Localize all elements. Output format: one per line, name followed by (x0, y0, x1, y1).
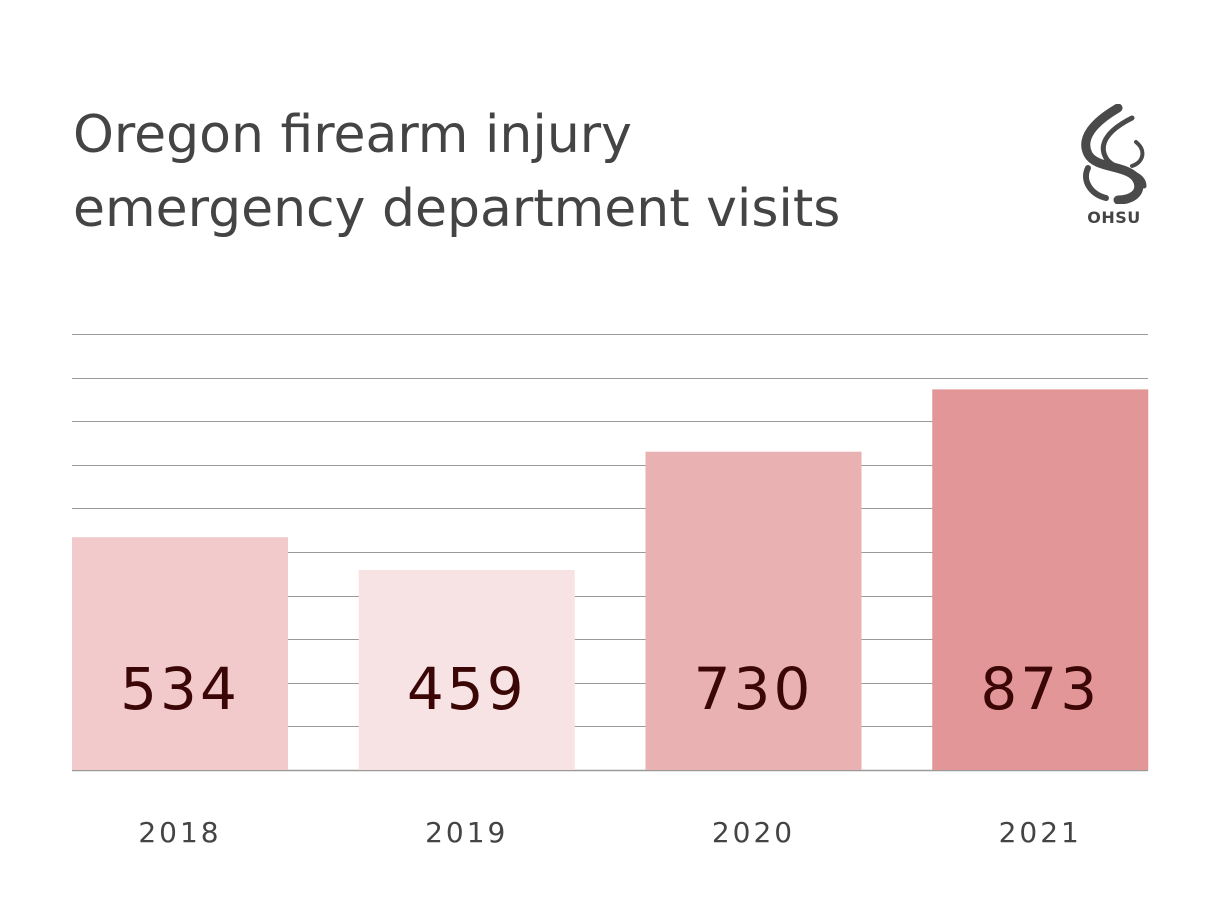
chart-title-line-1: Oregon firearm injury (73, 105, 632, 165)
ohsu-logo-text: OHSU (1087, 208, 1141, 227)
ohsu-logo: OHSU (1074, 103, 1154, 230)
bar-2019 (358, 569, 575, 770)
bar-2020 (645, 451, 862, 770)
bar-value-label: 730 (694, 655, 814, 723)
x-tick-label: 2018 (138, 816, 221, 849)
chart-title-line-2: emergency department visits (73, 179, 841, 239)
x-tick-label: 2020 (712, 816, 795, 849)
bar-value-label: 873 (980, 655, 1100, 723)
bar-2021 (932, 389, 1149, 770)
bar-value-labels: 534 459 730 873 (120, 655, 1100, 723)
bar-2018 (72, 537, 288, 770)
x-axis-tick-labels: 2018 2019 2020 2021 (138, 816, 1082, 849)
bar-value-label: 459 (407, 655, 527, 723)
ohsu-flame-icon (1081, 103, 1147, 205)
x-tick-label: 2019 (425, 816, 508, 849)
bars (72, 389, 1149, 770)
x-tick-label: 2021 (999, 816, 1082, 849)
chart-title: Oregon firearm injury emergency departme… (73, 98, 840, 246)
bar-value-label: 534 (120, 655, 240, 723)
